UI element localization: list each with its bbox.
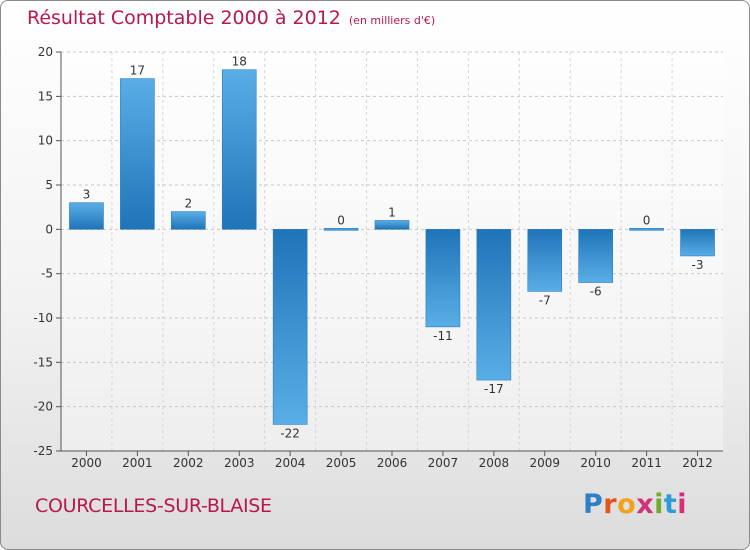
y-tick-label: 5 — [45, 178, 53, 192]
bar-2005 — [323, 228, 359, 231]
bar-2011 — [629, 228, 664, 231]
y-tick-label: -25 — [33, 444, 53, 458]
bar-2004 — [272, 229, 308, 425]
bar-2007 — [425, 229, 461, 328]
data-label-2001: 17 — [130, 64, 145, 78]
data-label-2003: 18 — [232, 55, 247, 69]
plot-area — [61, 52, 723, 451]
x-tick-label-2001: 2001 — [122, 456, 153, 470]
data-label-2004: -22 — [280, 426, 300, 440]
y-tick-label: 15 — [38, 89, 53, 103]
bar-2000 — [69, 202, 104, 230]
x-tick-label-2010: 2010 — [580, 456, 611, 470]
y-tick-label: -10 — [33, 311, 53, 325]
x-tick-label-2005: 2005 — [326, 456, 357, 470]
data-label-2005: 0 — [337, 213, 345, 227]
data-label-2012: -3 — [692, 258, 704, 272]
chart-unit: (en milliers d'€) — [348, 14, 436, 27]
data-label-2002: 2 — [184, 197, 192, 211]
city-name: COURCELLES-SUR-BLAISE — [35, 495, 272, 517]
x-tick-label-2008: 2008 — [479, 456, 510, 470]
x-tick-label-2002: 2002 — [173, 456, 204, 470]
chart-title-text: Résultat Comptable 2000 à 2012 — [27, 7, 341, 29]
data-label-2008: -17 — [484, 382, 504, 396]
bar-2012 — [680, 229, 715, 257]
bar-2008 — [476, 229, 512, 381]
data-label-2011: 0 — [643, 213, 651, 227]
x-tick-label-2004: 2004 — [275, 456, 306, 470]
x-tick-label-2000: 2000 — [71, 456, 102, 470]
data-label-2010: -6 — [590, 285, 602, 299]
bar-2006 — [374, 220, 410, 230]
x-tick-label-2012: 2012 — [682, 456, 713, 470]
x-tick-label-2011: 2011 — [631, 456, 662, 470]
data-label-2007: -11 — [433, 329, 453, 343]
y-tick-label: -15 — [33, 355, 53, 369]
data-label-2009: -7 — [539, 293, 551, 307]
bar-2003 — [221, 69, 257, 230]
x-tick-label-2009: 2009 — [529, 456, 560, 470]
y-tick-label: 0 — [45, 222, 53, 236]
data-label-2000: 3 — [83, 188, 91, 202]
bar-2010 — [578, 229, 613, 283]
y-tick-label: -20 — [33, 400, 53, 414]
y-tick-label: -5 — [41, 267, 53, 281]
proxiti-logo[interactable]: Proxiti — [583, 489, 688, 520]
chart-title: Résultat Comptable 2000 à 2012 (en millie… — [27, 7, 435, 29]
y-tick-label: 20 — [38, 45, 53, 59]
x-tick-label-2006: 2006 — [377, 456, 408, 470]
bar-2009 — [527, 229, 563, 292]
y-tick-label: 10 — [38, 134, 53, 148]
data-label-2006: 1 — [388, 205, 396, 219]
x-tick-label-2007: 2007 — [428, 456, 459, 470]
x-tick-label-2003: 2003 — [224, 456, 255, 470]
bar-2002 — [171, 211, 206, 230]
bar-2001 — [120, 78, 155, 230]
